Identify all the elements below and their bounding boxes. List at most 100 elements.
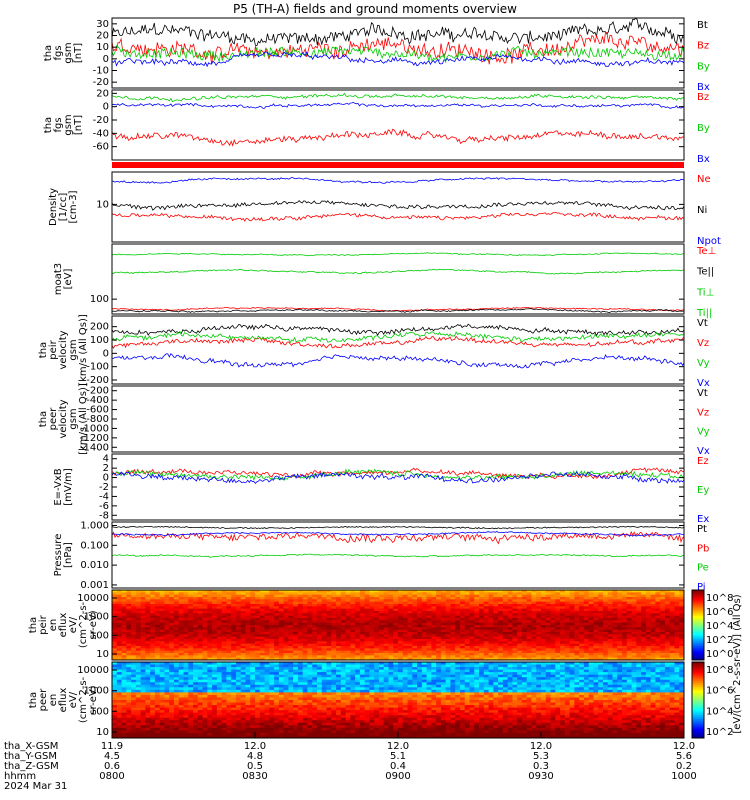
spectrogram-cell	[550, 606, 556, 610]
spectrogram-cell	[140, 636, 146, 640]
spectrogram-cell	[412, 664, 418, 668]
spectrogram-cell	[440, 594, 447, 598]
spectrogram-cell	[421, 677, 428, 681]
spectrogram-cell	[154, 662, 161, 666]
spectrogram-cell	[240, 677, 246, 681]
spectrogram-cell	[541, 641, 547, 645]
spectrogram-cell	[202, 639, 208, 642]
spectrogram-cell	[631, 636, 637, 640]
spectrogram-cell	[560, 643, 566, 647]
spectrogram-cell	[645, 641, 652, 645]
ytick-label: -100	[86, 362, 109, 373]
spectrogram-cell	[269, 662, 275, 666]
spectrogram-cell	[564, 674, 571, 678]
spectrogram-cell	[340, 606, 347, 610]
spectrogram-cell	[650, 590, 656, 593]
spectrogram-cell	[312, 672, 318, 676]
spectrogram-cell	[359, 657, 366, 661]
spectrogram-cell	[440, 639, 447, 642]
spectrogram-cell	[617, 599, 623, 603]
spectrogram-cell	[293, 677, 299, 681]
spectrogram-cell	[259, 611, 266, 614]
spectrogram-cell	[612, 629, 618, 633]
spectrogram-cell	[440, 627, 447, 631]
spectrogram-cell	[626, 646, 633, 649]
spectrogram-cell	[388, 604, 394, 607]
spectrogram-cell	[359, 592, 366, 596]
spectrogram-cell	[583, 629, 590, 633]
spectrogram-cell	[607, 672, 613, 676]
spectrogram-cell	[316, 615, 323, 619]
spectrogram-cell	[188, 662, 194, 666]
spectrogram-cell	[278, 620, 285, 624]
spectrogram-cell	[169, 622, 175, 626]
spectrogram-cell	[188, 618, 194, 621]
spectrogram-cell	[488, 655, 494, 659]
spectrogram-cell	[112, 650, 118, 654]
spectrogram-cell	[307, 643, 313, 647]
spectrogram-cell	[560, 608, 566, 612]
spectrogram-cell	[193, 667, 199, 671]
spectrogram-cell	[479, 648, 485, 652]
spectrogram-cell	[664, 655, 671, 659]
spectrogram-cell	[569, 669, 575, 673]
spectrogram-cell	[331, 667, 337, 671]
spectrogram-cell	[126, 682, 132, 686]
spectrogram-cell	[583, 613, 590, 617]
spectrogram-cell	[469, 655, 475, 659]
spectrogram-cell	[536, 639, 542, 642]
spectrogram-cell	[145, 636, 151, 640]
spectrogram-cell	[274, 594, 280, 598]
spectrogram-cell	[193, 657, 199, 661]
spectrogram-cell	[536, 669, 542, 673]
spectrogram-cell	[169, 634, 175, 638]
spectrogram-cell	[264, 625, 270, 628]
spectrogram-cell	[121, 636, 127, 640]
spectrogram-cell	[288, 657, 294, 661]
spectrogram-cell	[583, 625, 590, 628]
spectrogram-cell	[307, 672, 313, 676]
spectrogram-cell	[488, 620, 494, 624]
ylabel-line: fgs	[53, 45, 64, 60]
spectrogram-cell	[660, 643, 666, 647]
spectrogram-cell	[226, 648, 232, 652]
spectrogram-cell	[459, 622, 466, 626]
spectrogram-cell	[374, 599, 380, 603]
spectrogram-cell	[512, 620, 518, 624]
spectrogram-cell	[221, 674, 227, 678]
spectrogram-cell	[517, 615, 523, 619]
spectrogram-cell	[545, 606, 552, 610]
spectrogram-cell	[669, 682, 675, 686]
spectrogram-cell	[526, 650, 532, 654]
spectrogram-cell	[240, 597, 246, 600]
spectrogram-cell	[131, 657, 137, 661]
spectrogram-cell	[541, 611, 547, 614]
spectrogram-cell	[274, 664, 280, 668]
spectrogram-cell	[388, 682, 394, 686]
spectrogram-cell	[645, 622, 652, 626]
spectrogram-cell	[498, 625, 504, 628]
spectrogram-cell	[469, 632, 475, 635]
spectrogram-cell	[583, 604, 590, 607]
spectrogram-cell	[307, 677, 313, 681]
spectrogram-cell	[664, 604, 671, 607]
spectrogram-cell	[140, 662, 146, 666]
spectrogram-cell	[531, 653, 537, 656]
spectrogram-cell	[564, 625, 571, 628]
spectrogram-cell	[512, 669, 518, 673]
spectrogram-cell	[159, 611, 165, 614]
spectrogram-cell	[436, 629, 442, 633]
spectrogram-cell	[402, 684, 409, 688]
spectrogram-cell	[679, 682, 685, 686]
spectrogram-cell	[388, 669, 394, 673]
spectrogram-cell	[531, 682, 537, 686]
spectrogram-cell	[307, 629, 313, 633]
spectrogram-cell	[145, 634, 151, 638]
spectrogram-cell	[388, 655, 394, 659]
spectrogram-cell	[512, 625, 518, 628]
spectrogram-cell	[183, 629, 189, 633]
spectrogram-cell	[159, 674, 165, 678]
spectrogram-cell	[135, 608, 142, 612]
spectrogram-cell	[212, 597, 218, 600]
spectrogram-cell	[331, 636, 337, 640]
